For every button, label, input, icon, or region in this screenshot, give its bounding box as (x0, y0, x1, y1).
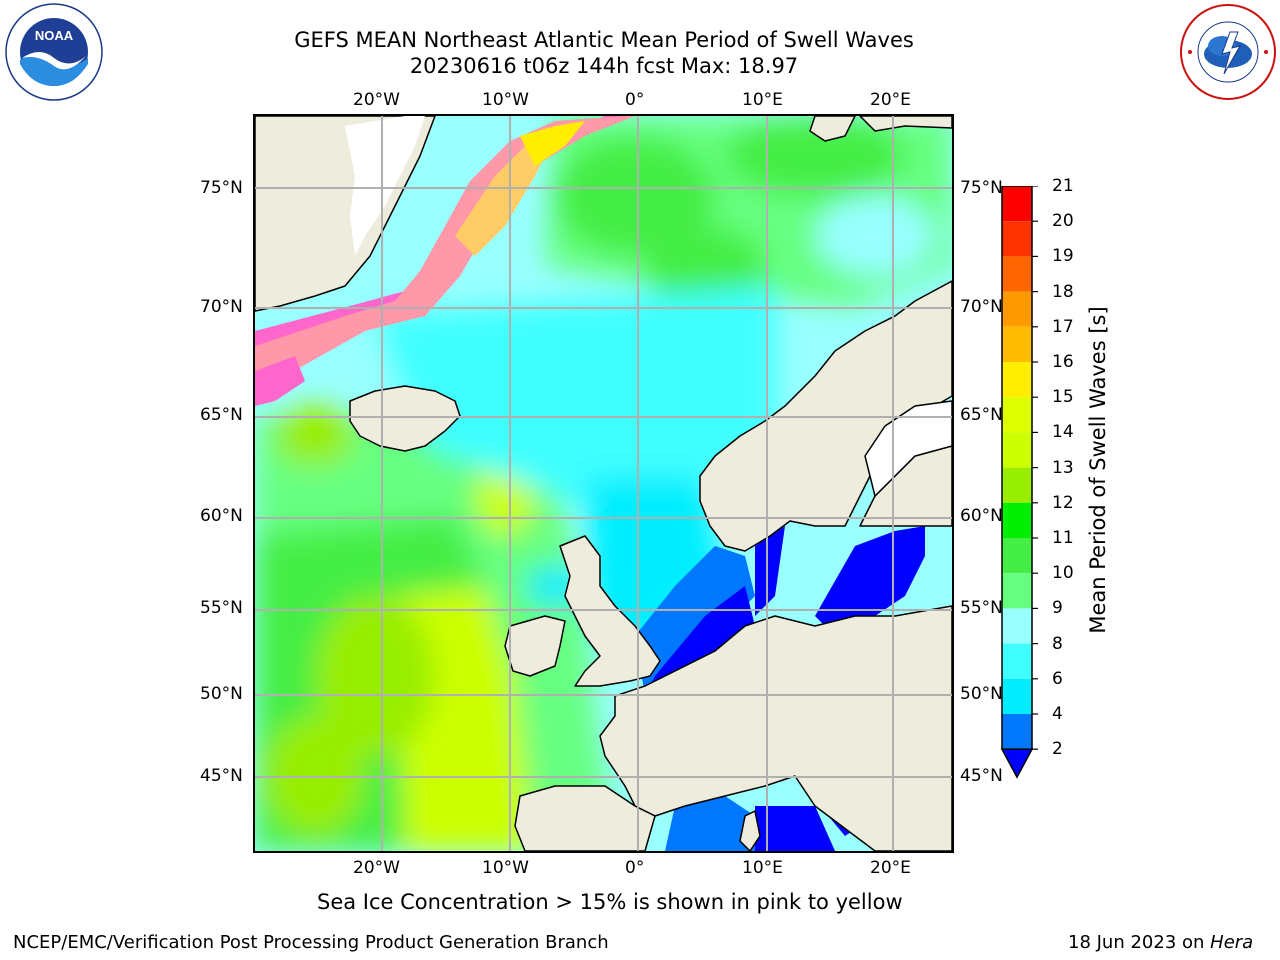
colorbar-segment (1002, 397, 1032, 433)
host-name: Hera (1210, 932, 1254, 953)
colorbar-level-label: 17 (1052, 316, 1074, 337)
lon-label-top-0: 20°W (353, 90, 400, 110)
lon-label-top-4: 20°E (870, 90, 911, 110)
colorbar-level-label: 6 (1052, 668, 1063, 689)
colorbar-segment (1002, 221, 1032, 257)
baltic-sea (815, 526, 925, 626)
colorbar (1000, 186, 1038, 779)
iberia (514, 785, 656, 851)
lon-label-bottom-4: 20°E (870, 858, 911, 878)
colorbar-level-label: 2 (1052, 739, 1063, 760)
colorbar-segment (1002, 608, 1032, 644)
ireland (504, 615, 566, 677)
colorbar-level-label: 4 (1052, 704, 1063, 724)
lat-label-left-3: 60°N (200, 506, 243, 526)
colorbar-segment (1002, 291, 1032, 327)
lon-label-top-2: 0° (625, 90, 645, 110)
lat-label-right-4: 55°N (960, 598, 1003, 618)
colorbar-segment (1002, 573, 1032, 609)
skagerrak (755, 526, 785, 616)
colorbar-level-label: 10 (1052, 563, 1074, 584)
sea-ice (255, 116, 635, 406)
lat-label-right-6: 45°N (960, 766, 1003, 786)
chart-title: GEFS MEAN Northeast Atlantic Mean Period… (294, 28, 914, 52)
continental-europe (599, 605, 952, 851)
lon-label-bottom-1: 10°W (482, 858, 529, 878)
north-sea-low (645, 586, 755, 696)
producer-credit: NCEP/EMC/Verification Post Processing Pr… (13, 932, 609, 953)
sea-ice-note: Sea Ice Concentration > 15% is shown in … (317, 890, 903, 914)
lat-label-left-5: 50°N (200, 684, 243, 704)
generation-date: 18 Jun 2023 on (1068, 932, 1211, 953)
noaa-logo: NOAA (5, 3, 103, 101)
colorbar-level-label: 15 (1052, 387, 1074, 408)
colorbar-segment (1002, 432, 1032, 468)
colorbar-level-label: 8 (1052, 633, 1063, 654)
colorbar-segment (1002, 678, 1032, 714)
colorbar-segment (1002, 362, 1032, 398)
nws-logo (1180, 4, 1276, 100)
colorbar-segment (1002, 714, 1032, 750)
lat-label-left-4: 55°N (200, 598, 243, 618)
colorbar-segment (1002, 538, 1032, 574)
lat-label-right-2: 65°N (960, 405, 1003, 425)
lon-label-bottom-3: 10°E (742, 858, 783, 878)
colorbar-level-label: 20 (1052, 211, 1074, 232)
lon-label-top-3: 10°E (742, 90, 783, 110)
graticule (255, 116, 952, 851)
colorbar-level-label: 9 (1052, 598, 1063, 619)
colorbar-level-label: 16 (1052, 352, 1074, 372)
colorbar-segment (1002, 502, 1032, 538)
swell-field (255, 116, 952, 851)
lat-label-right-3: 60°N (960, 506, 1003, 526)
colorbar-level-label: 14 (1052, 422, 1074, 443)
svalbard (809, 116, 856, 142)
lat-label-left-2: 65°N (200, 405, 243, 425)
colorbar-segment (1002, 643, 1032, 679)
colorbar-extend-triangle (1000, 748, 1034, 779)
colorbar-segment (1002, 467, 1032, 503)
colorbar-level-label: 18 (1052, 281, 1074, 302)
colorbar-level-label: 11 (1052, 528, 1074, 548)
greenland-ice-sheet (345, 116, 425, 256)
gulf-of-bothnia (864, 400, 952, 498)
svalbard-east (859, 116, 952, 132)
svg-text:NOAA: NOAA (35, 28, 74, 43)
north-sea-shallow (635, 546, 755, 696)
colorbar-level-label: 21 (1052, 176, 1074, 196)
lat-label-left-0: 75°N (200, 178, 243, 198)
lat-label-left-6: 45°N (200, 766, 243, 786)
iceland (349, 385, 461, 452)
sardinia (739, 810, 761, 851)
generation-info: 18 Jun 2023 on Hera (1068, 932, 1253, 953)
colorbar-title: Mean Period of Swell Waves [s] (1086, 306, 1110, 634)
colorbar-segment (1002, 256, 1032, 292)
med-tyrrhenian (755, 806, 835, 851)
colorbar-level-label: 19 (1052, 246, 1074, 267)
lat-label-right-1: 70°N (960, 297, 1003, 317)
lon-label-bottom-2: 0° (625, 858, 645, 878)
lon-label-bottom-0: 20°W (353, 858, 400, 878)
map-panel (253, 114, 954, 853)
colorbar-segment (1002, 186, 1032, 222)
lat-label-right-0: 75°N (960, 178, 1003, 198)
chart-subtitle: 20230616 t06z 144h fcst Max: 18.97 (409, 54, 799, 78)
colorbar-level-label: 13 (1052, 457, 1074, 478)
map-canvas (255, 116, 952, 851)
lat-label-right-5: 50°N (960, 684, 1003, 704)
lat-label-left-1: 70°N (200, 297, 243, 317)
colorbar-segment (1002, 326, 1032, 362)
lon-label-top-1: 10°W (482, 90, 529, 110)
colorbar-level-label: 12 (1052, 492, 1074, 513)
